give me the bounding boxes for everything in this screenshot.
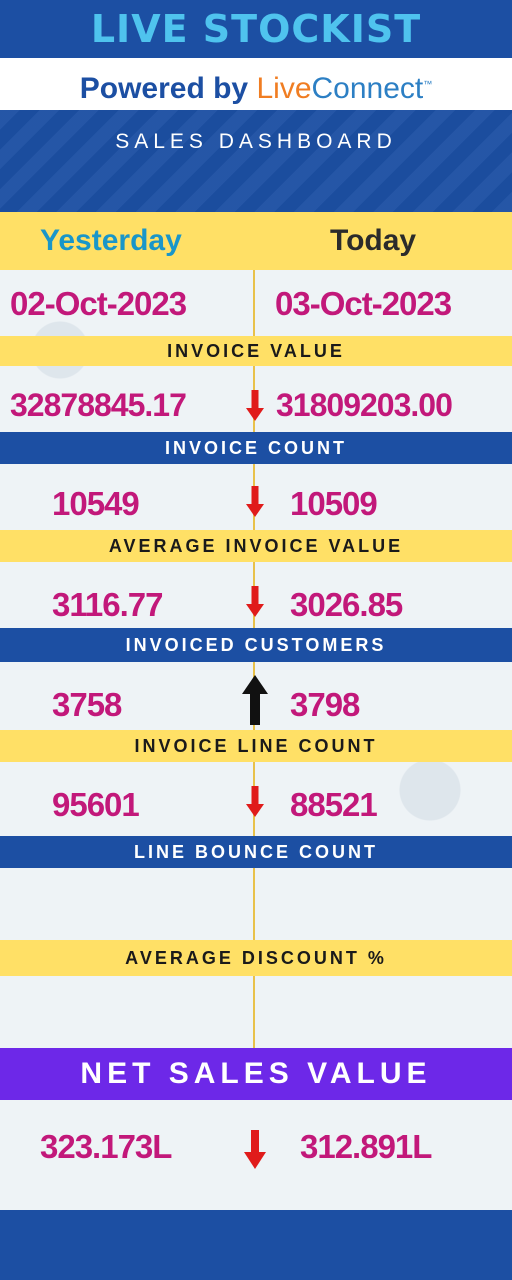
invoice-count-yesterday: 10549 xyxy=(52,485,140,522)
trend-down-arrow-icon xyxy=(244,1130,266,1169)
trend-down-arrow-icon xyxy=(246,390,264,421)
metric-label-average-discount: AVERAGE DISCOUNT % xyxy=(0,940,512,976)
powered-by-bar: Powered by LiveConnect™ xyxy=(0,58,512,110)
trend-down-arrow-icon xyxy=(246,586,264,617)
today-label: Today xyxy=(330,224,417,257)
trend-up-arrow-icon xyxy=(242,675,268,725)
brand-title: LIVE STOCKIST xyxy=(90,7,422,51)
metric-label-invoice-count: INVOICE COUNT xyxy=(0,432,512,464)
net-sales-yesterday: 323.173L xyxy=(40,1128,172,1165)
dashboard-banner: SALES DASHBOARD xyxy=(0,110,512,212)
invoice-line-count-today: 88521 xyxy=(290,786,378,823)
powered-prefix: Powered by xyxy=(79,72,249,105)
metric-label-average-invoice-value: AVERAGE INVOICE VALUE xyxy=(0,530,512,562)
trademark-mark: ™ xyxy=(423,79,433,89)
today-date: 03-Oct-2023 xyxy=(275,285,452,322)
average-invoice-value-yesterday: 3116.77 xyxy=(52,586,163,623)
brand-header: LIVE STOCKIST xyxy=(0,0,512,58)
invoiced-customers-today: 3798 xyxy=(290,686,360,723)
average-invoice-value-today: 3026.85 xyxy=(290,586,403,623)
net-sales-today: 312.891L xyxy=(300,1128,432,1165)
powered-connect: Connect xyxy=(311,72,424,105)
column-header-row: Yesterday Today xyxy=(0,212,512,270)
invoice-value-today: 31809203.00 xyxy=(276,387,453,423)
invoiced-customers-yesterday: 3758 xyxy=(52,686,122,723)
metric-label-invoice-line-count: INVOICE LINE COUNT xyxy=(0,730,512,762)
dashboard-title: SALES DASHBOARD xyxy=(115,130,397,153)
net-sales-label: NET SALES VALUE xyxy=(0,1048,512,1100)
trend-down-arrow-icon xyxy=(246,486,264,517)
footer-band xyxy=(0,1210,512,1280)
invoice-line-count-yesterday: 95601 xyxy=(52,786,140,823)
metric-label-invoice-value: INVOICE VALUE xyxy=(0,336,512,366)
metric-label-invoiced-customers: INVOICED CUSTOMERS xyxy=(0,628,512,662)
yesterday-date: 02-Oct-2023 xyxy=(10,285,187,322)
powered-live: Live xyxy=(256,72,312,105)
invoice-value-yesterday: 32878845.17 xyxy=(10,387,187,423)
yesterday-label: Yesterday xyxy=(40,224,182,257)
trend-down-arrow-icon xyxy=(246,786,264,817)
metric-label-line-bounce-count: LINE BOUNCE COUNT xyxy=(0,836,512,868)
invoice-count-today: 10509 xyxy=(290,485,378,522)
